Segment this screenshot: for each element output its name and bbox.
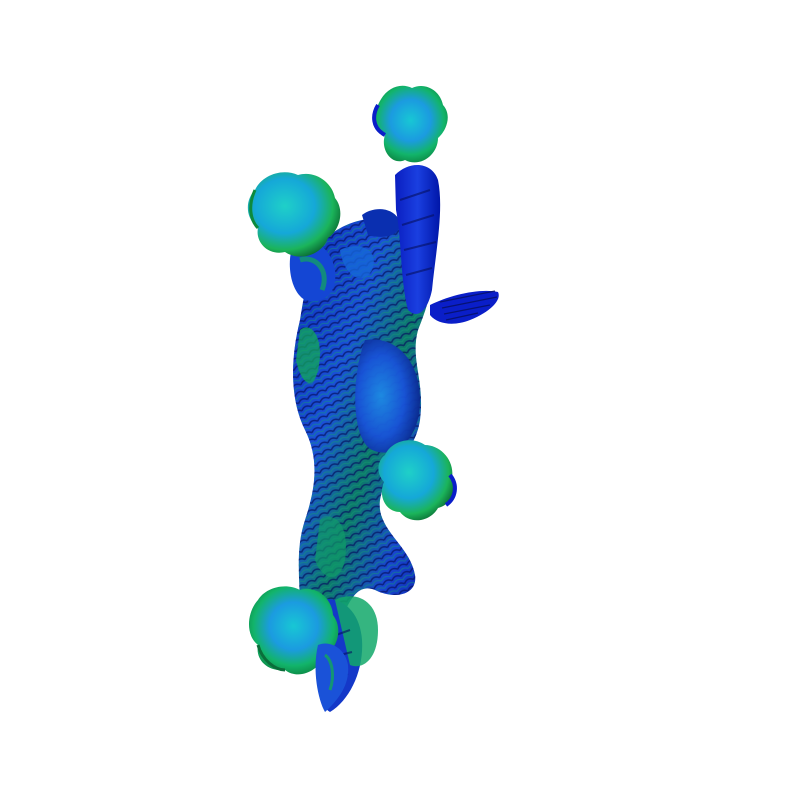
toe-pad-bottom-left xyxy=(248,586,339,675)
creature-claw xyxy=(430,290,499,324)
creature-body xyxy=(293,209,432,649)
toe-pad-top-right xyxy=(372,85,448,163)
toe-pad-middle-right xyxy=(378,440,457,521)
creature-right-arm xyxy=(395,164,441,314)
creature-foot-small xyxy=(315,643,349,712)
toe-pad-top-left xyxy=(247,172,341,257)
